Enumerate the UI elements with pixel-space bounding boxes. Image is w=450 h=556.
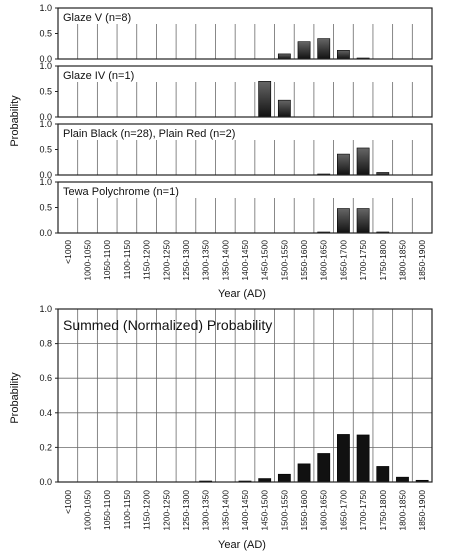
x-tick-label: 1550-1600 [299,240,309,281]
y-tick-label: 0.0 [39,477,52,487]
bar-1650-1700 [337,50,350,60]
bar-1600-1650 [317,453,331,483]
y-tick-label: 1.0 [39,3,52,13]
bar-1700-1750 [356,208,370,234]
x-tick-label: 1500-1550 [279,240,289,281]
x-tick-label: 1550-1600 [299,490,309,531]
chart-panel-1: 1.0 0.5 0.0 Glaze IV (n=1) [39,61,433,122]
x-tick-label: 1800-1850 [397,240,407,281]
panel-title: Plain Black (n=28), Plain Red (n=2) [63,128,235,140]
x-tick-label: <1000 [63,240,73,264]
y-tick-label: 0.0 [39,112,52,122]
chart-panel-0: 1.0 0.5 0.0 Glaze V (n=8) [39,3,433,64]
x-tick-label: 1150-1200 [142,240,152,280]
bottom-y-axis-title: Probability [9,372,21,424]
x-tick-label: 1100-1150 [122,240,132,280]
x-tick-label: 1650-1700 [338,240,348,281]
x-tick-label: <1000 [63,490,73,514]
y-tick-label: 0.0 [39,228,52,238]
panel-title: Glaze V (n=8) [63,12,131,24]
x-tick-label: 1000-1050 [83,490,93,531]
y-tick-label: 0.5 [39,87,52,97]
bar-1600-1650 [317,38,331,60]
bar-1700-1750 [356,147,370,176]
bar-1500-1550 [277,473,291,483]
x-tick-label: 1750-1800 [378,490,388,531]
x-tick-label: 1200-1250 [161,240,171,281]
y-tick-label: 0.2 [39,442,52,452]
x-tick-label: 1250-1300 [181,490,191,531]
x-tick-label: 1750-1800 [378,240,388,281]
x-tick-label: 1300-1350 [201,240,211,281]
bar-1650-1700 [337,153,350,176]
bar-1650-1700 [337,208,350,234]
plot-frame [57,308,433,483]
x-tick-label: 1450-1500 [260,490,270,531]
chart-panels: 1.0 0.5 0.0 Glaze V (n=8) 1.0 0.5 0.0 Glaze IV … [39,3,433,531]
y-tick-label: 0.5 [39,29,52,39]
x-tick-label: 1150-1200 [142,490,152,530]
bar-1700-1750 [356,434,370,483]
panel-title: Summed (Normalized) Probability [63,317,272,333]
bottom-x-axis-title: Year (AD) [218,539,266,551]
x-tick-label: 1100-1150 [122,490,132,530]
x-tick-label: 1050-1100 [102,240,112,280]
x-tick-label: 1850-1900 [417,490,427,531]
x-tick-label: 1250-1300 [181,240,191,281]
x-tick-label: 1450-1500 [260,240,270,281]
y-tick-label: 0.5 [39,203,52,213]
bar-1500-1550 [277,99,291,118]
x-tick-label: 1850-1900 [417,240,427,281]
x-tick-label: 1400-1450 [240,240,250,281]
y-tick-label: 1.0 [39,61,52,71]
chart-panel-3: 1.0 0.5 0.0 Tewa Polychrome (n=1) <1000 1000-… [39,177,433,281]
x-tick-label: 1700-1750 [358,240,368,281]
bar-1550-1600 [297,463,311,483]
x-tick-label: 1350-1400 [220,490,230,531]
y-tick-label: 0.8 [39,339,52,349]
x-tick-label: 1200-1250 [161,490,171,531]
x-tick-label: 1500-1550 [279,490,289,531]
y-tick-label: 1.0 [39,119,52,129]
bar-1750-1800 [376,466,390,483]
chart-panel-4: 1.0 0.8 0.6 0.4 0.2 0.0 Summed (Normalized) Pr… [39,304,433,531]
x-tick-label: 1700-1750 [358,490,368,531]
y-tick-label: 1.0 [39,304,52,314]
x-tick-label: 1400-1450 [240,490,250,531]
bar-1550-1600 [297,41,311,60]
x-tick-label: 1650-1700 [338,490,348,531]
bar-1800-1850 [396,476,409,483]
x-tick-label: 1600-1650 [319,490,329,531]
x-tick-label: 1000-1050 [83,240,93,281]
panel-title: Glaze IV (n=1) [63,70,134,82]
y-tick-label: 0.6 [39,373,52,383]
x-tick-label: 1350-1400 [220,240,230,281]
x-tick-label: 1800-1850 [397,490,407,531]
top-x-axis-title: Year (AD) [218,288,266,300]
x-tick-label: 1600-1650 [319,240,329,281]
y-tick-label: 0.0 [39,54,52,64]
bar-1500-1550 [277,53,291,60]
y-tick-label: 1.0 [39,177,52,187]
x-tick-label: 1300-1350 [201,490,211,531]
y-tick-label: 0.0 [39,170,52,180]
panel-title: Tewa Polychrome (n=1) [63,186,179,198]
x-tick-label: 1050-1100 [102,490,112,530]
bar-1650-1700 [337,434,350,483]
chart-panel-2: 1.0 0.5 0.0 Plain Black (n=28), Plain Red (… [39,119,433,180]
y-tick-label: 0.5 [39,145,52,155]
y-tick-label: 0.4 [39,408,52,418]
top-y-axis-title: Probability [9,95,21,147]
bar-1450-1500 [258,81,272,118]
